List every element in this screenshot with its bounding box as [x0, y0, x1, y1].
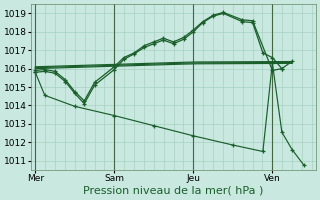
X-axis label: Pression niveau de la mer( hPa ): Pression niveau de la mer( hPa )	[84, 186, 264, 196]
